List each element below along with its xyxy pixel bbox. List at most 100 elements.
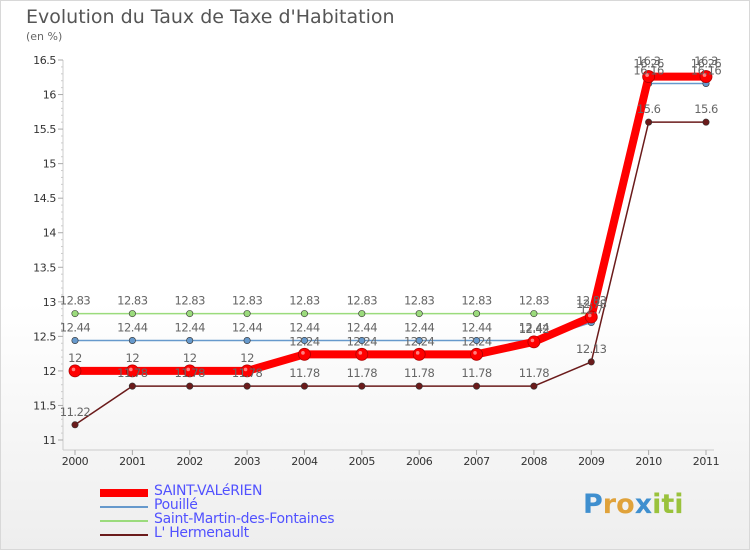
data-point [300,337,308,345]
legend-label: Pouillé [154,497,198,513]
data-label: 12.83 [175,294,206,308]
data-label: 16.16 [691,63,722,77]
logo-letter: P [583,489,603,520]
data-label: 12.78 [576,297,607,311]
logo-letter: i [674,489,684,520]
data-point [243,382,251,390]
series-line [75,72,706,375]
series-layer [68,70,713,429]
legend-label: SAINT-VALéRIEN [154,483,263,499]
data-point [415,310,423,318]
series-line [74,121,706,426]
data-point [415,382,423,390]
logo-letter: t [661,489,675,520]
legend-label: L' Hermenault [154,525,249,541]
x-tick-label: 2010 [635,455,662,468]
data-point [702,118,710,126]
data-label: 12.42 [519,322,550,336]
y-tick-label: 16 [43,89,57,102]
data-point [473,310,481,318]
data-point [125,364,139,378]
data-point [128,382,136,390]
data-point [415,337,423,345]
data-point [186,310,194,318]
y-tick-label: 11 [43,434,56,447]
data-label: 12.83 [404,294,435,308]
data-label: 12.7 [579,303,603,317]
data-point-highlight [473,351,477,355]
legend-swatch-saint-valerien [100,489,148,497]
data-label: 12.83 [232,294,263,308]
data-point [358,310,366,318]
data-point [358,337,366,345]
x-tick-label: 2006 [406,455,433,468]
data-point [412,347,426,361]
data-label: 11.78 [404,366,435,380]
data-point [183,364,197,378]
series-1 [71,70,710,318]
data-label: 15.6 [694,102,718,116]
data-label: 12 [240,351,254,365]
data-label: 12.83 [60,294,91,308]
data-point-highlight [358,351,363,355]
x-tick-label: 2008 [521,455,548,468]
data-label: 16.26 [633,57,664,71]
x-tick-label: 2004 [291,455,318,468]
data-point [587,358,595,366]
y-tick-label: 14 [43,227,57,240]
y-tick-label: 14.5 [33,192,56,205]
y-tick-label: 15.5 [33,123,56,136]
x-tick-label: 2011 [693,455,719,468]
data-point [71,421,79,429]
data-point-highlight [587,313,592,318]
y-tick-label: 12.5 [33,330,56,343]
legend-label: Saint-Martin-des-Fontaines [154,511,335,527]
data-point [527,335,541,349]
data-label: 12.44 [117,321,148,335]
data-label: 12.44 [232,321,263,335]
logo-letter: i [652,489,662,520]
y-tick-label: 11.5 [33,399,56,412]
legend-swatch-pouille [100,506,148,508]
data-point [470,347,483,361]
data-label: 12.83 [289,294,320,308]
data-label: 12.24 [461,334,492,348]
x-tick-label: 2005 [349,455,376,468]
data-point [71,337,79,345]
data-label: 11.78 [175,366,206,380]
data-label: 12.44 [404,321,435,335]
data-point [642,70,656,83]
data-point [240,364,254,378]
data-point-highlight [129,367,133,372]
data-label: 12 [183,351,197,365]
chart-title: Evolution du Taux de Taxe d'Habitation [26,6,395,28]
data-point-highlight [415,351,420,355]
data-point [128,337,136,345]
data-point [300,310,308,318]
x-tick-label: 2000 [62,455,89,468]
data-point [645,118,653,126]
legend-swatch-saint-martin [100,520,148,522]
logo-letter: o [616,489,635,520]
data-label: 12.44 [519,321,550,335]
data-point-highlight [530,338,535,343]
data-label: 11.78 [289,366,320,380]
data-label: 12.83 [519,294,550,308]
data-point [355,347,369,361]
data-point-highlight [702,73,707,77]
data-label: 12.83 [576,294,607,308]
y-tick-label: 12 [43,365,56,378]
data-label: 16.26 [691,57,722,71]
data-label: 12.24 [404,334,435,348]
data-point [298,347,311,361]
data-point [358,382,366,390]
y-tick-label: 13 [43,296,57,309]
data-point-highlight [243,367,248,372]
data-label: 12.44 [289,321,320,335]
data-point [128,310,136,318]
data-label: 12.24 [347,334,378,348]
data-label: 16.3 [637,54,661,68]
logo-letter: x [634,489,653,520]
data-point [300,382,308,390]
